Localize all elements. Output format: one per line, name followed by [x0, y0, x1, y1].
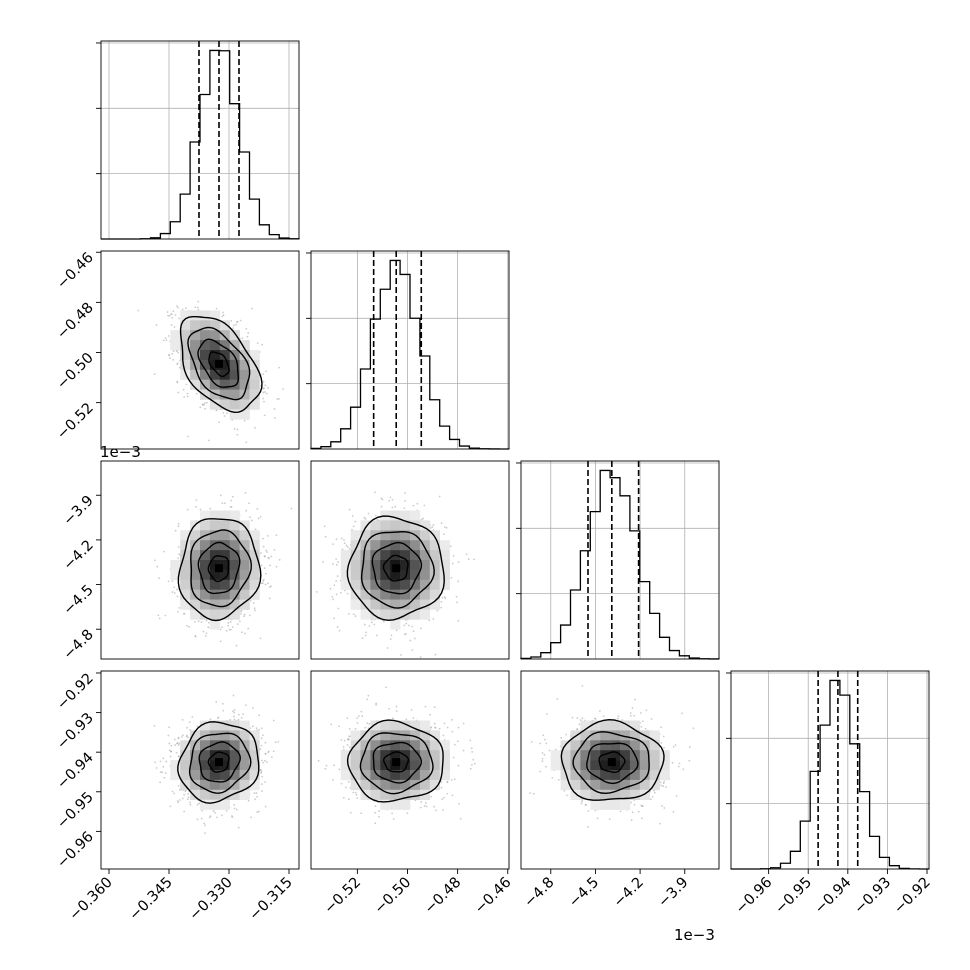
- contour-line: [190, 529, 253, 608]
- peak-mark: [392, 564, 401, 573]
- contour-line: [346, 719, 444, 803]
- contour-line: [197, 338, 239, 388]
- density-grid: [170, 720, 260, 810]
- panel-frame: [520, 670, 720, 870]
- y-tick-label: −3.9: [61, 493, 97, 529]
- hist-panel-0: [96, 40, 300, 240]
- contour-lines: [346, 719, 444, 803]
- contour-line: [371, 541, 423, 595]
- contour-line: [177, 518, 262, 622]
- contour-line: [207, 751, 230, 773]
- y-tick-label: −0.96: [54, 829, 97, 872]
- contour-lines: [177, 518, 262, 622]
- panel-frame: [100, 670, 300, 870]
- contour-line: [197, 541, 241, 595]
- scatter-panel-3-2: [520, 670, 720, 870]
- peak-mark: [392, 758, 401, 767]
- y-tick-label: −4.5: [61, 582, 97, 618]
- x-tick-label: −0.92: [891, 875, 934, 918]
- y-tick-label: −0.93: [54, 710, 97, 753]
- scatter-panel-2-1: [310, 460, 510, 660]
- x-tick-label: −0.360: [67, 875, 116, 924]
- panel-frame: [520, 460, 720, 660]
- scatter-panel-3-1: [310, 670, 510, 870]
- x-tick-label: −4.2: [611, 875, 647, 911]
- contour-line: [382, 751, 409, 773]
- contour-line: [586, 742, 639, 785]
- scatter-panel-2-0: [100, 460, 300, 660]
- x-tick-label: −0.93: [852, 875, 895, 918]
- x-tick-label: −3.9: [655, 875, 691, 911]
- y-tick-label: −4.8: [61, 627, 97, 663]
- y-tick-label: −0.52: [54, 400, 97, 443]
- x-tick-label: −0.315: [247, 875, 296, 924]
- contour-line: [572, 731, 650, 795]
- panel-frame: [730, 670, 930, 870]
- x-tick-label: −0.95: [772, 875, 815, 918]
- contour-line: [207, 555, 230, 583]
- x-tick-label: −0.48: [422, 875, 465, 918]
- contour-line: [382, 554, 409, 582]
- contour-line: [208, 351, 230, 377]
- histogram-step: [520, 469, 720, 660]
- peak-mark: [607, 758, 616, 767]
- x-tick-label: −4.5: [566, 875, 602, 911]
- hist-panel-2: [516, 460, 720, 660]
- y-tick-label: −0.50: [54, 350, 97, 393]
- contour-line: [177, 721, 260, 804]
- panel-frame: [310, 460, 510, 660]
- x-tick-label: −0.46: [472, 875, 515, 918]
- histogram-step: [310, 259, 510, 450]
- x-tick-label: −0.96: [733, 875, 776, 918]
- contour-line: [598, 751, 626, 773]
- contour-lines: [179, 316, 263, 414]
- contour-line: [198, 741, 242, 783]
- y-tick-label: −4.2: [61, 537, 97, 573]
- x-tick-label: −0.94: [812, 875, 855, 918]
- contour-line: [188, 732, 252, 794]
- x-tick-label: −0.345: [127, 875, 176, 924]
- contour-line: [360, 530, 435, 609]
- offset-label-x: 1e−3: [674, 926, 715, 944]
- panel-frame: [100, 460, 300, 660]
- panel-frame: [310, 250, 510, 450]
- scatter-panel-3-0: [100, 670, 300, 870]
- contour-lines: [177, 721, 260, 804]
- hist-panel-3: [726, 670, 930, 870]
- offset-label-y: 1e−3: [100, 443, 141, 461]
- x-tick-label: −0.52: [321, 875, 364, 918]
- contour-lines: [560, 718, 665, 801]
- peak-mark: [215, 758, 223, 767]
- x-tick-label: −4.8: [521, 875, 557, 911]
- peak-mark: [215, 564, 223, 573]
- y-tick-label: −0.48: [54, 300, 97, 343]
- hist-panel-1: [306, 250, 510, 450]
- contour-line: [359, 732, 434, 795]
- panel-frame: [100, 250, 300, 450]
- contour-line: [372, 741, 423, 784]
- panel-frame: [100, 40, 300, 240]
- peak-mark: [215, 359, 223, 368]
- contour-line: [560, 718, 665, 801]
- contour-line: [346, 515, 445, 622]
- panel-frame: [310, 670, 510, 870]
- contour-line: [187, 326, 251, 401]
- scatter-panel-1-0: [100, 250, 300, 450]
- y-tick-label: −0.46: [54, 250, 97, 293]
- y-tick-label: −0.94: [54, 750, 97, 793]
- contour-line: [179, 316, 263, 414]
- x-tick-label: −0.330: [187, 875, 236, 924]
- y-tick-label: −0.92: [54, 670, 97, 713]
- x-tick-label: −0.50: [372, 875, 415, 918]
- contour-lines: [346, 515, 445, 622]
- y-tick-label: −0.95: [54, 789, 97, 832]
